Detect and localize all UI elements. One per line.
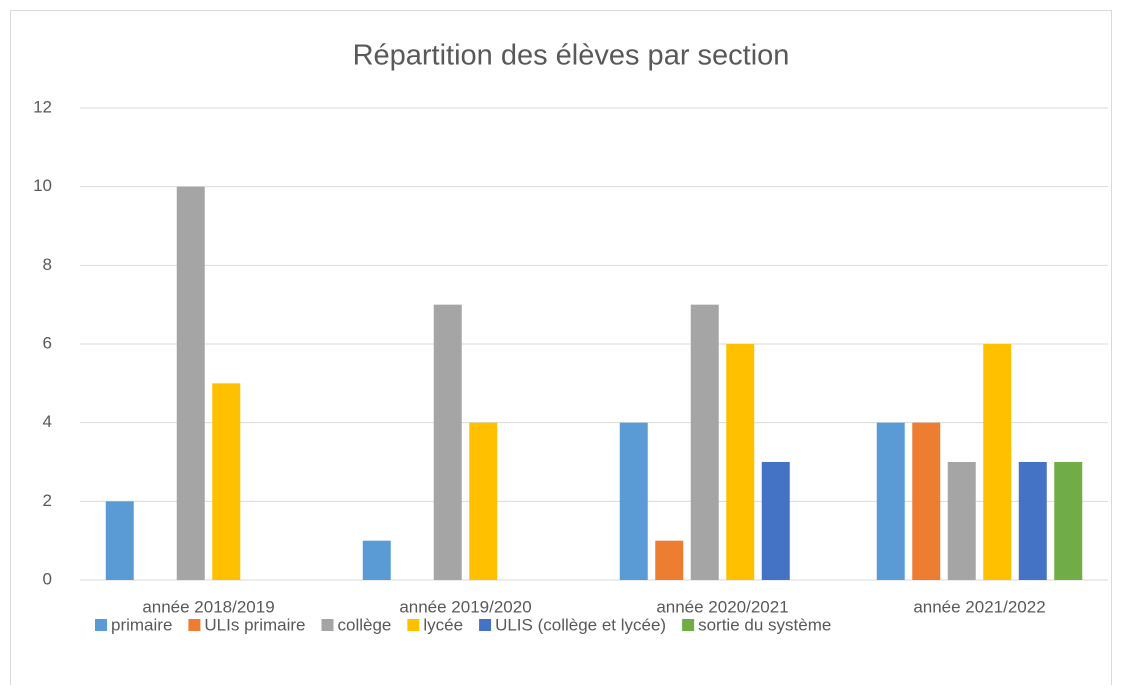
- legend-label: ULIs primaire: [204, 615, 305, 634]
- legend-label: lycée: [423, 615, 463, 634]
- legend-swatch: [407, 619, 420, 631]
- bar: [362, 540, 391, 580]
- chart-border: [10, 10, 1112, 690]
- bar: [212, 383, 241, 580]
- legend-swatch: [188, 619, 201, 631]
- x-tick-label: année 2021/2022: [913, 597, 1045, 616]
- bar: [912, 422, 941, 580]
- bar: [1018, 462, 1047, 580]
- chart-title: Répartition des élèves par section: [353, 40, 790, 72]
- legend-swatch: [682, 619, 695, 631]
- legend-swatch: [321, 619, 334, 631]
- x-tick-label: année 2018/2019: [142, 597, 274, 616]
- legend-label: collège: [338, 615, 392, 634]
- x-tick-label: année 2019/2020: [399, 597, 531, 616]
- bar: [761, 462, 790, 580]
- bar: [1054, 462, 1083, 580]
- bar: [655, 540, 684, 580]
- bar: [983, 344, 1012, 580]
- bar: [433, 304, 462, 580]
- legend-label: primaire: [111, 615, 172, 634]
- x-tick-label: année 2020/2021: [656, 597, 788, 616]
- bar: [619, 422, 648, 580]
- bar: [176, 186, 205, 580]
- bar: [690, 304, 719, 580]
- y-tick-label: 6: [43, 333, 52, 352]
- legend-label: ULIS (collège et lycée): [495, 615, 666, 634]
- y-tick-label: 12: [33, 97, 52, 116]
- bar: [105, 501, 134, 580]
- bar: [726, 344, 755, 580]
- bar: [469, 422, 498, 580]
- y-tick-label: 8: [43, 255, 52, 274]
- y-tick-label: 10: [33, 176, 52, 195]
- y-tick-label: 0: [43, 569, 52, 588]
- legend-label: sortie du système: [698, 615, 831, 634]
- y-tick-label: 2: [43, 491, 52, 510]
- legend-swatch: [479, 619, 492, 631]
- legend-swatch: [95, 619, 107, 631]
- bar: [947, 462, 976, 580]
- bar: [876, 422, 905, 580]
- y-tick-label: 4: [43, 412, 52, 431]
